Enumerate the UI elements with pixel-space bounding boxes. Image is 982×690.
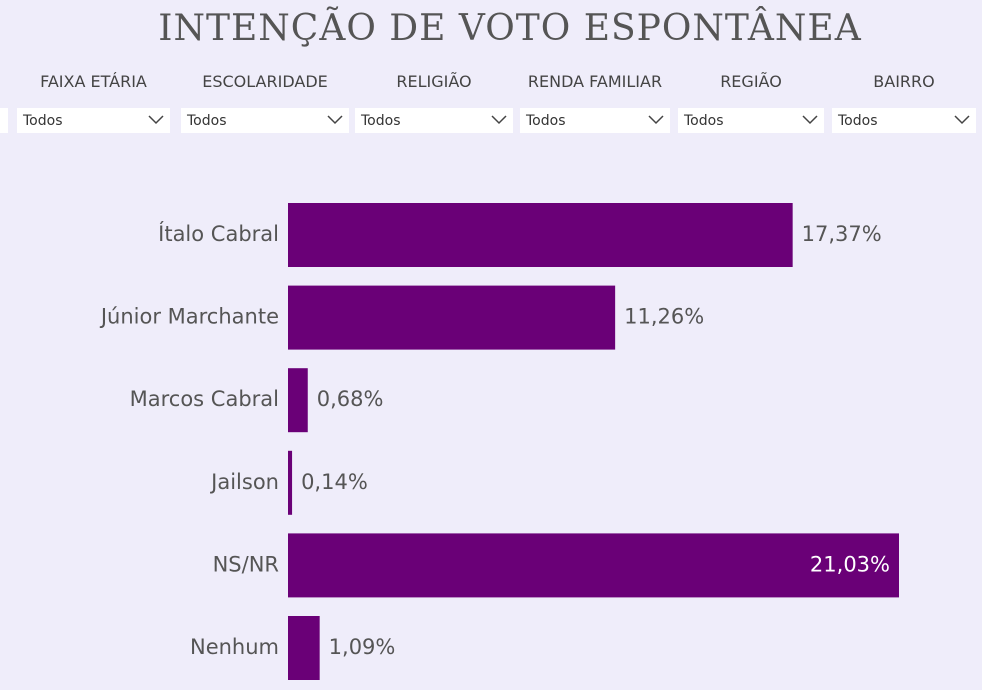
chevron (327, 115, 343, 125)
bar (288, 533, 899, 598)
category-label: Ítalo Cabral (158, 221, 279, 246)
filter-label: RELIGIÃO (396, 72, 472, 91)
filter-dropdown[interactable]: Todos (832, 108, 976, 133)
filter-label: REGIÃO (720, 72, 782, 91)
dropdown-value: Todos (361, 113, 401, 129)
chevron (148, 115, 164, 125)
category-label: Jailson (209, 470, 279, 494)
filter-dropdown[interactable]: Todos (181, 108, 349, 133)
value-label: 0,14% (301, 470, 368, 494)
dropdown-value: Todos (187, 113, 227, 129)
dropdown-value: Todos (838, 113, 878, 129)
filter-label: BAIRRO (873, 72, 935, 91)
filter-label: RENDA FAMILIAR (527, 72, 663, 91)
value-label: 11,26% (624, 305, 704, 329)
bar (288, 616, 320, 680)
filter-dropdown[interactable]: Todos (520, 108, 670, 133)
category-label: Marcos Cabral (130, 387, 279, 411)
value-label: 21,03% (810, 552, 890, 576)
bar (288, 450, 293, 515)
value-label: 17,37% (802, 222, 882, 246)
category-label: NS/NR (213, 552, 279, 576)
dropdown-value: Todos (23, 113, 63, 129)
dropdown-value: Todos (526, 113, 566, 129)
dropdown-value: Todos (684, 113, 724, 129)
chevron (491, 115, 507, 125)
chevron (648, 115, 664, 125)
value-label: 1,09% (329, 635, 396, 659)
filter-dropdown[interactable]: Todos (678, 108, 824, 133)
bar (288, 285, 616, 350)
category-label: Júnior Marchante (99, 305, 279, 329)
filter-dropdown[interactable]: Todos (355, 108, 513, 133)
bar (288, 203, 793, 267)
bar (288, 368, 308, 433)
dropdown-partial[interactable] (0, 108, 8, 133)
filter-label: ESCOLARIDADE (202, 72, 328, 91)
page-title: INTENÇÃO DE VOTO ESPONTÂNEA (158, 8, 862, 49)
value-label: 0,68% (317, 387, 384, 411)
filter-dropdown[interactable]: Todos (17, 108, 170, 133)
chevron (954, 115, 970, 125)
chevron (802, 115, 818, 125)
filter-label: FAIXA ETÁRIA (40, 72, 147, 91)
category-label: Nenhum (190, 635, 279, 659)
